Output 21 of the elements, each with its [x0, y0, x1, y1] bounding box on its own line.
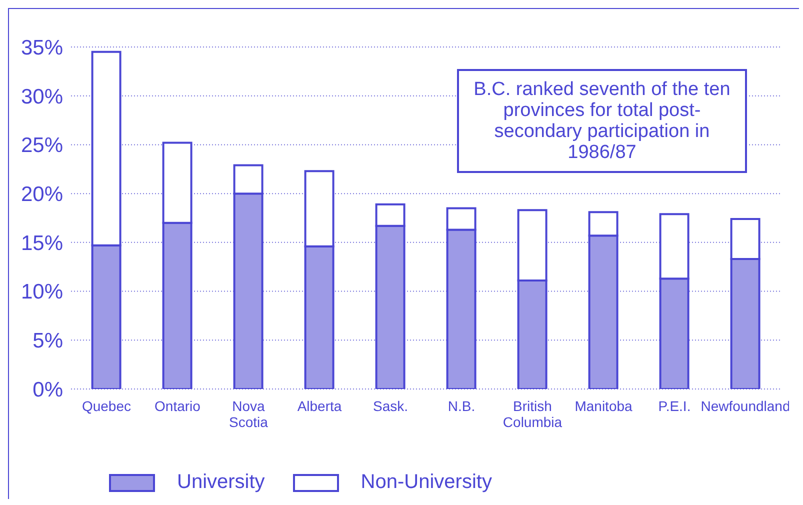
x-tick-label: N.B. [448, 398, 476, 414]
y-tick-label: 5% [32, 330, 63, 353]
y-tick-label: 25% [20, 134, 63, 158]
x-tick-label: P.E.I. [658, 398, 691, 414]
y-tick-label: 0% [32, 378, 63, 402]
x-tick-label: Manitoba [574, 398, 633, 414]
annotation: B.C. ranked seventh of the ten provinces for total post-secondary participation in 1986/87 [457, 69, 747, 173]
x-tick-label: Quebec [82, 398, 132, 414]
y-tick-label: 20% [20, 183, 63, 206]
x-tick-label: Newfoundland [700, 398, 790, 414]
x-tick-label: Sask. [372, 398, 408, 414]
y-tick-label: 10% [20, 280, 63, 304]
x-tick-label: Nova Scotia [229, 398, 268, 430]
x-tick-label: Alberta [297, 398, 342, 414]
x-tick-label: Ontario [154, 398, 201, 414]
y-tick-label: 35% [20, 36, 63, 60]
y-tick-label: 30% [20, 85, 63, 108]
y-tick-label: 15% [20, 232, 63, 255]
x-tick-label: British Columbia [502, 398, 562, 430]
legend-label: University [177, 471, 265, 494]
legend-label: Non-University [360, 471, 492, 494]
